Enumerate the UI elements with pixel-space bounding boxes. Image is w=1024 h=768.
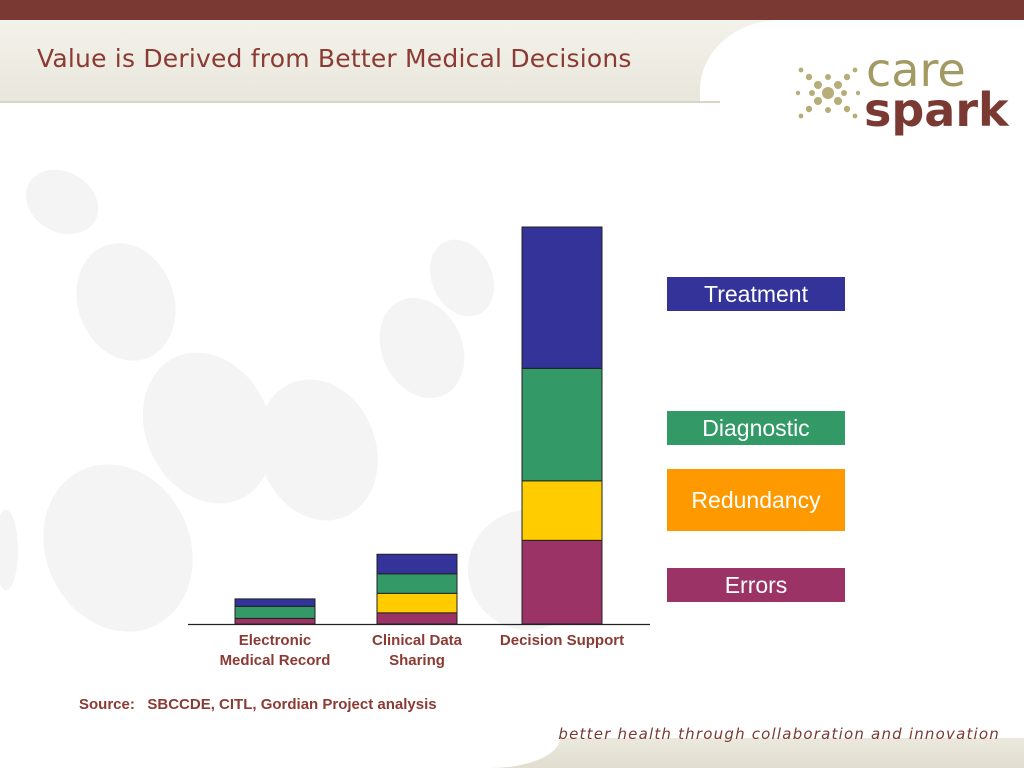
bar-segment-treatment-2	[376, 553, 458, 575]
bar-segment-diagnostic-1	[234, 605, 316, 619]
logo-word-spark: spark	[864, 83, 1009, 137]
legend-label: Treatment	[704, 280, 808, 307]
x-label-line: Medical Record	[219, 652, 331, 669]
bar-segment-errors-1	[234, 617, 316, 625]
legend-label: Redundancy	[691, 486, 821, 513]
bar-segment-treatment-1	[234, 598, 316, 607]
bar-segment-redundancy-2	[376, 592, 458, 614]
x-label-line: Sharing	[389, 652, 445, 669]
header-divider	[0, 101, 720, 103]
legend-label: Errors	[724, 571, 788, 598]
legend-item-diagnostic: Diagnostic	[667, 411, 845, 445]
tagline: better health through collaboration and …	[558, 725, 1000, 743]
logo-word-care: care	[866, 43, 966, 97]
x-label-line: Clinical Data	[371, 632, 463, 649]
page-title: Value is Derived from Better Medical Dec…	[37, 44, 632, 73]
x-label-line: Decision Support	[499, 632, 625, 649]
legend-label: Diagnostic	[702, 414, 810, 441]
legend-item-errors: Errors	[667, 568, 845, 602]
bar-segment-errors-3	[521, 539, 603, 625]
source-label: Source:	[79, 696, 135, 713]
top-bar	[0, 0, 1024, 20]
legend-item-redundancy: Redundancy	[667, 469, 845, 531]
x-label-electronic-medical-record: Electronic Medical Record	[205, 631, 345, 671]
source-text: SBCCDE, CITL, Gordian Project analysis	[147, 696, 437, 713]
spark-burst-icon	[795, 67, 861, 119]
x-label-decision-support: Decision Support	[482, 631, 642, 651]
header-curve	[700, 20, 1024, 102]
bar-segment-errors-2	[376, 612, 458, 625]
x-label-clinical-data-sharing: Clinical Data Sharing	[347, 631, 487, 671]
footer-curve	[0, 738, 560, 768]
carespark-logo: care spark	[790, 45, 1014, 145]
bar-segment-diagnostic-2	[376, 573, 458, 594]
x-label-line: Electronic	[238, 632, 312, 649]
source-note: Source: SBCCDE, CITL, Gordian Project an…	[79, 696, 437, 713]
bar-segment-redundancy-3	[521, 480, 603, 541]
bar-segment-treatment-3	[521, 226, 603, 369]
bar-segment-diagnostic-3	[521, 367, 603, 482]
legend-item-treatment: Treatment	[667, 277, 845, 311]
